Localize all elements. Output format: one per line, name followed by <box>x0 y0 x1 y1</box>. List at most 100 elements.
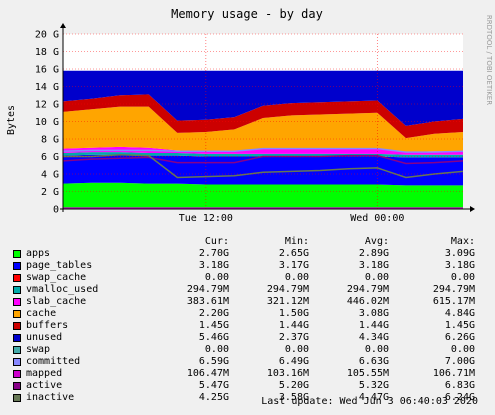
legend-max: 0.00 <box>450 344 475 355</box>
legend-row-swap: swap 0.00 0.00 0.00 0.00 <box>10 344 485 356</box>
legend-col-max: Max: <box>450 236 475 247</box>
legend-max: 6.24G <box>444 392 475 403</box>
grid-lines <box>63 33 463 209</box>
legend-swatch <box>13 334 21 342</box>
y-tick-label: 0 <box>53 205 59 216</box>
legend-max: 0.00 <box>450 272 475 283</box>
legend-cur: 2.20G <box>198 308 229 319</box>
y-tick-label: 18 G <box>35 47 59 58</box>
y-axis-label: Bytes <box>6 105 17 135</box>
y-tick-label: 14 G <box>35 82 59 93</box>
legend-swatch <box>13 262 21 270</box>
legend-min: 6.49G <box>278 356 309 367</box>
legend-max: 6.83G <box>444 380 475 391</box>
legend-min: 3.17G <box>278 260 309 271</box>
memory-chart: Memory usage - by day Bytes RRDTOOL / TO… <box>6 7 493 224</box>
legend-min: 2.65G <box>278 248 309 259</box>
legend-cur: 294.79M <box>186 284 229 295</box>
legend-avg: 4.47G <box>358 392 389 403</box>
legend-name: inactive <box>26 392 75 403</box>
watermark: RRDTOOL / TOBI OETIKER <box>485 15 493 105</box>
legend-min: 1.44G <box>278 320 309 331</box>
y-ticks: 0 2 G 4 G 6 G 8 G 10 G 12 G 14 G 16 G 18 G 20 G <box>35 30 59 216</box>
legend-min: 0.00 <box>284 272 309 283</box>
legend-min: 294.79M <box>266 284 309 295</box>
legend-cur: 0.00 <box>204 344 229 355</box>
legend-avg: 4.34G <box>358 332 389 343</box>
legend-min: 0.00 <box>284 344 309 355</box>
legend-col-avg: Avg: <box>364 236 389 247</box>
y-axis-arrow <box>60 23 66 28</box>
legend-name: swap <box>26 344 51 355</box>
legend-avg: 294.79M <box>346 284 389 295</box>
x-ticks: Tue 12:00 Wed 00:00 <box>179 213 405 224</box>
legend-swatch <box>13 274 21 282</box>
legend-cur: 106.47M <box>186 368 229 379</box>
legend-name: apps <box>26 248 51 259</box>
legend-cur: 1.45G <box>198 320 229 331</box>
legend-row-mapped: mapped 106.47M 103.16M 105.55M 106.71M <box>10 368 485 380</box>
legend-row-page_tables: page_tables 3.18G 3.17G 3.18G 3.18G <box>10 260 485 272</box>
y-tick-label: 4 G <box>41 170 59 181</box>
legend-min: 1.50G <box>278 308 309 319</box>
legend-name: active <box>26 380 63 391</box>
legend-min: 3.58G <box>278 392 309 403</box>
y-tick-label: 20 G <box>35 30 59 41</box>
legend-max: 106.71M <box>432 368 475 379</box>
line-active <box>62 154 464 165</box>
x-tick-label: Wed 00:00 <box>350 213 404 224</box>
legend-cur: 4.25G <box>198 392 229 403</box>
legend-max: 1.45G <box>444 320 475 331</box>
legend-name: cache <box>26 308 57 319</box>
legend-row-slab_cache: slab_cache 383.61M 321.12M 446.02M 615.17M <box>10 296 485 308</box>
legend-swatch <box>13 394 21 402</box>
area-page_tables <box>63 154 463 186</box>
legend-row-active: active 5.47G 5.20G 5.32G 6.83G <box>10 380 485 392</box>
area-cache <box>63 106 463 153</box>
x-axis-arrow <box>470 206 475 212</box>
legend-col-cur: Cur: <box>204 236 229 247</box>
y-tick-label: 2 G <box>41 187 59 198</box>
legend-name: committed <box>26 356 81 367</box>
legend-avg: 105.55M <box>346 368 389 379</box>
legend-avg: 1.44G <box>358 320 389 331</box>
legend-name: unused <box>26 332 63 343</box>
line-committed <box>62 147 464 153</box>
area-apps <box>63 182 463 209</box>
legend-row-vmalloc_used: vmalloc_used 294.79M 294.79M 294.79M 294.79M <box>10 284 485 296</box>
legend-name: mapped <box>26 368 63 379</box>
legend-max: 7.00G <box>444 356 475 367</box>
area-unused <box>63 70 463 126</box>
y-tick-label: 6 G <box>41 152 59 163</box>
legend-header: Cur: Min: Avg: Max: <box>10 236 485 248</box>
legend-avg: 6.63G <box>358 356 389 367</box>
legend-row-committed: committed 6.59G 6.49G 6.63G 7.00G <box>10 356 485 368</box>
legend-swatch <box>13 358 21 366</box>
legend-max: 6.26G <box>444 332 475 343</box>
y-tick-label: 8 G <box>41 135 59 146</box>
y-tick-label: 16 G <box>35 65 59 76</box>
legend-row-buffers: buffers 1.45G 1.44G 1.44G 1.45G <box>10 320 485 332</box>
legend-cur: 5.46G <box>198 332 229 343</box>
legend-row-inactive: inactive 4.25G 3.58G 4.47G 6.24G <box>10 392 485 404</box>
legend-swatch <box>13 382 21 390</box>
legend-max: 294.79M <box>432 284 475 295</box>
legend-avg: 5.32G <box>358 380 389 391</box>
legend-avg: 3.18G <box>358 260 389 271</box>
legend-swatch <box>13 298 21 306</box>
legend-max: 3.09G <box>444 248 475 259</box>
legend-max: 3.18G <box>444 260 475 271</box>
legend-col-min: Min: <box>284 236 309 247</box>
legend-swatch <box>13 370 21 378</box>
legend-swatch <box>13 286 21 294</box>
legend-row-unused: unused 5.46G 2.37G 4.34G 6.26G <box>10 332 485 344</box>
x-tick-label: Tue 12:00 <box>179 213 233 224</box>
stacked-areas <box>63 70 463 209</box>
chart-title: Memory usage - by day <box>171 7 323 21</box>
legend-swatch <box>13 250 21 258</box>
legend-name: slab_cache <box>26 296 87 307</box>
legend-avg: 2.89G <box>358 248 389 259</box>
legend-min: 2.37G <box>278 332 309 343</box>
legend-min: 103.16M <box>266 368 309 379</box>
last-update: Last update: Wed Jun 3 06:40:03 2020 <box>261 396 478 407</box>
